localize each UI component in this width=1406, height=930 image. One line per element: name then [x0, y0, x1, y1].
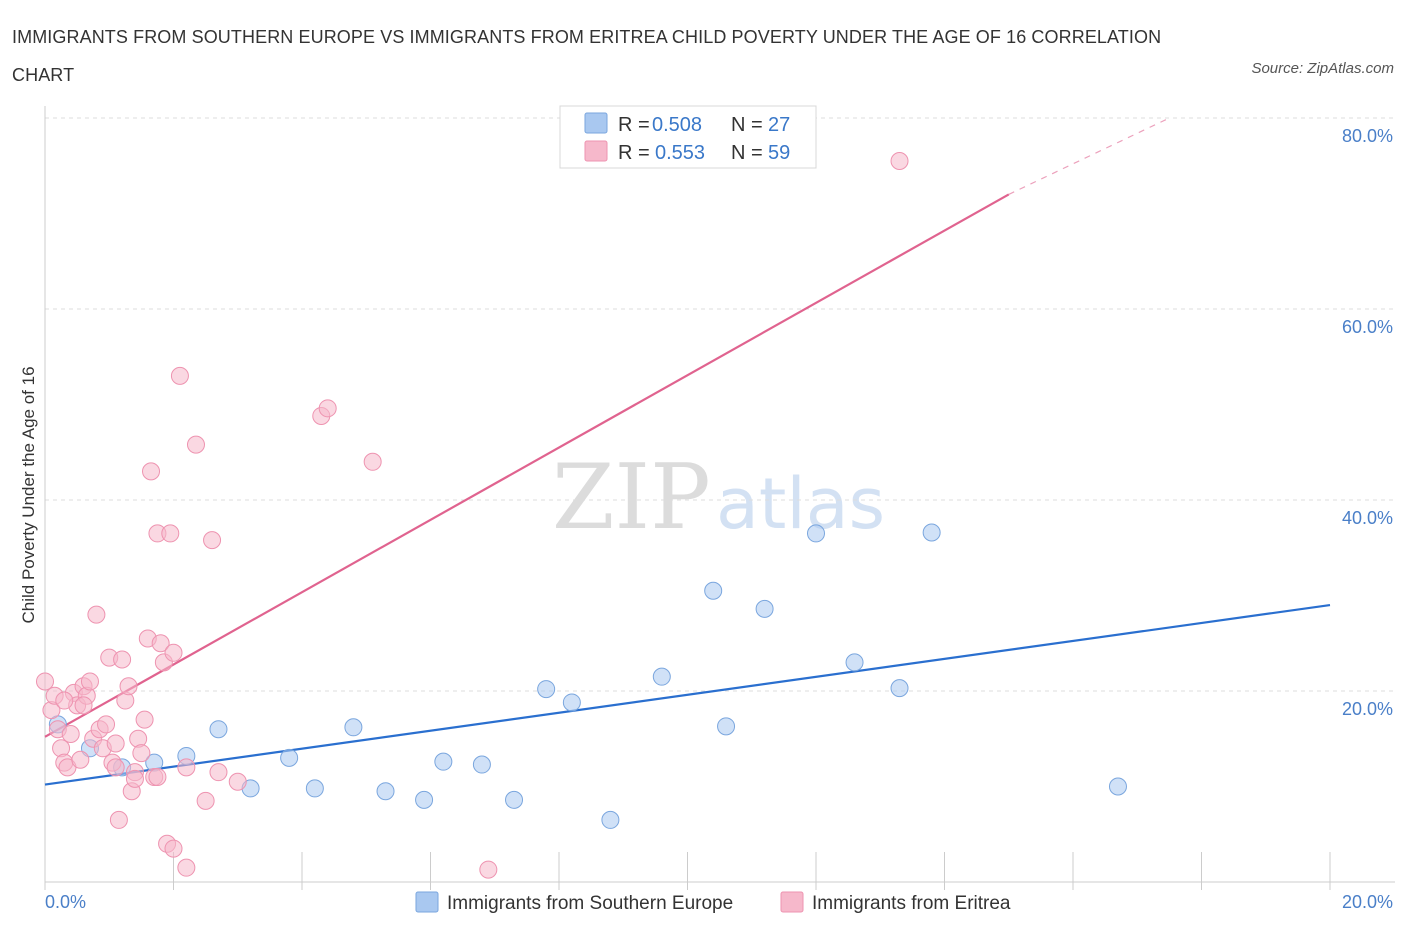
y-ticks: 20.0% 40.0% 60.0% 80.0%: [1342, 126, 1393, 719]
watermark-atlas: atlas: [716, 463, 885, 545]
x-ticks: [44, 852, 1331, 890]
point-southern-europe: [434, 752, 453, 771]
point-eritrea: [186, 435, 205, 454]
fit-line-eritrea: [44, 193, 1010, 738]
y-tick-label: 80.0%: [1342, 126, 1393, 146]
point-southern-europe: [415, 790, 434, 809]
point-eritrea: [161, 524, 180, 543]
point-southern-europe: [505, 790, 524, 809]
stats-blue-n-label: N =: [731, 114, 763, 136]
point-southern-europe: [704, 581, 723, 600]
point-eritrea: [142, 462, 161, 481]
point-eritrea: [125, 769, 144, 788]
fit-lines: [44, 117, 1331, 786]
point-eritrea: [209, 763, 228, 782]
point-southern-europe: [755, 599, 774, 618]
y-tick-label: 60.0%: [1342, 317, 1393, 337]
point-eritrea: [113, 650, 132, 669]
point-southern-europe: [305, 779, 324, 798]
x-tick-label-max: 20.0%: [1342, 892, 1393, 912]
point-southern-europe: [845, 653, 864, 672]
watermark-zip: ZIP: [552, 445, 711, 550]
stats-blue-n-value: 27: [768, 114, 790, 136]
stats-blue-swatch: [584, 112, 608, 134]
stats-pink-r-value: 0.553: [655, 142, 705, 164]
x-tick-label-min: 0.0%: [45, 892, 86, 912]
point-eritrea: [97, 715, 116, 734]
stats-legend: R = 0.508 N = 27 R = 0.553 N = 59: [559, 105, 817, 169]
point-eritrea: [148, 767, 167, 786]
point-southern-europe: [652, 667, 671, 686]
point-eritrea: [203, 531, 222, 550]
y-tick-label: 40.0%: [1342, 508, 1393, 528]
point-southern-europe: [280, 748, 299, 767]
stats-blue-r-label: R =: [618, 114, 650, 136]
point-southern-europe: [807, 524, 825, 543]
axes: [44, 106, 1395, 883]
chart-source: Source: ZipAtlas.com: [1251, 60, 1394, 77]
stats-pink-r-label: R =: [618, 142, 650, 164]
point-southern-europe: [376, 782, 395, 801]
point-eritrea: [71, 750, 90, 769]
stats-blue-r-value: 0.508: [652, 114, 702, 136]
point-eritrea: [61, 724, 80, 743]
point-eritrea: [363, 452, 382, 471]
data-points: [36, 151, 1127, 879]
point-eritrea: [36, 672, 54, 691]
point-eritrea: [132, 744, 151, 763]
point-southern-europe: [922, 523, 941, 542]
point-eritrea: [119, 677, 138, 696]
point-southern-europe: [601, 810, 620, 829]
point-southern-europe: [1108, 777, 1127, 796]
legend-pink-swatch: [780, 891, 804, 913]
point-eritrea: [170, 366, 189, 385]
point-eritrea: [177, 858, 196, 877]
point-eritrea: [228, 772, 247, 791]
legend-blue-label: Immigrants from Southern Europe: [447, 893, 733, 914]
point-southern-europe: [562, 693, 581, 712]
point-eritrea: [74, 696, 93, 715]
point-eritrea: [479, 860, 498, 879]
point-southern-europe: [537, 680, 556, 699]
chart-title: IMMIGRANTS FROM SOUTHERN EUROPE VS IMMIG…: [12, 27, 1162, 85]
y-tick-label: 20.0%: [1342, 699, 1393, 719]
point-eritrea: [196, 791, 215, 810]
series-legend: Immigrants from Southern Europe Immigran…: [415, 891, 1011, 914]
point-southern-europe: [890, 679, 909, 698]
point-eritrea: [151, 634, 170, 653]
stats-pink-n-value: 59: [768, 142, 790, 164]
point-southern-europe: [344, 718, 363, 737]
point-eritrea: [164, 839, 183, 858]
point-eritrea: [80, 672, 99, 691]
point-eritrea: [106, 758, 125, 777]
point-eritrea: [55, 691, 74, 710]
point-eritrea: [164, 643, 183, 662]
stats-pink-n-label: N =: [731, 142, 763, 164]
point-eritrea: [890, 151, 909, 170]
fit-line-eritrea-extension: [1008, 117, 1170, 195]
point-eritrea: [87, 605, 106, 624]
legend-blue-swatch: [415, 891, 439, 913]
point-southern-europe: [209, 720, 228, 739]
point-eritrea: [106, 734, 125, 753]
point-southern-europe: [472, 755, 491, 774]
legend-pink-label: Immigrants from Eritrea: [812, 893, 1011, 914]
gridlines: [45, 117, 1395, 692]
point-southern-europe: [717, 717, 736, 736]
point-eritrea: [109, 810, 128, 829]
point-eritrea: [135, 710, 154, 729]
fit-line-southern-europe: [44, 603, 1331, 786]
stats-pink-swatch: [584, 140, 608, 162]
point-eritrea: [177, 758, 196, 777]
point-eritrea: [318, 399, 337, 418]
y-axis-label: Child Poverty Under the Age of 16: [19, 366, 38, 623]
